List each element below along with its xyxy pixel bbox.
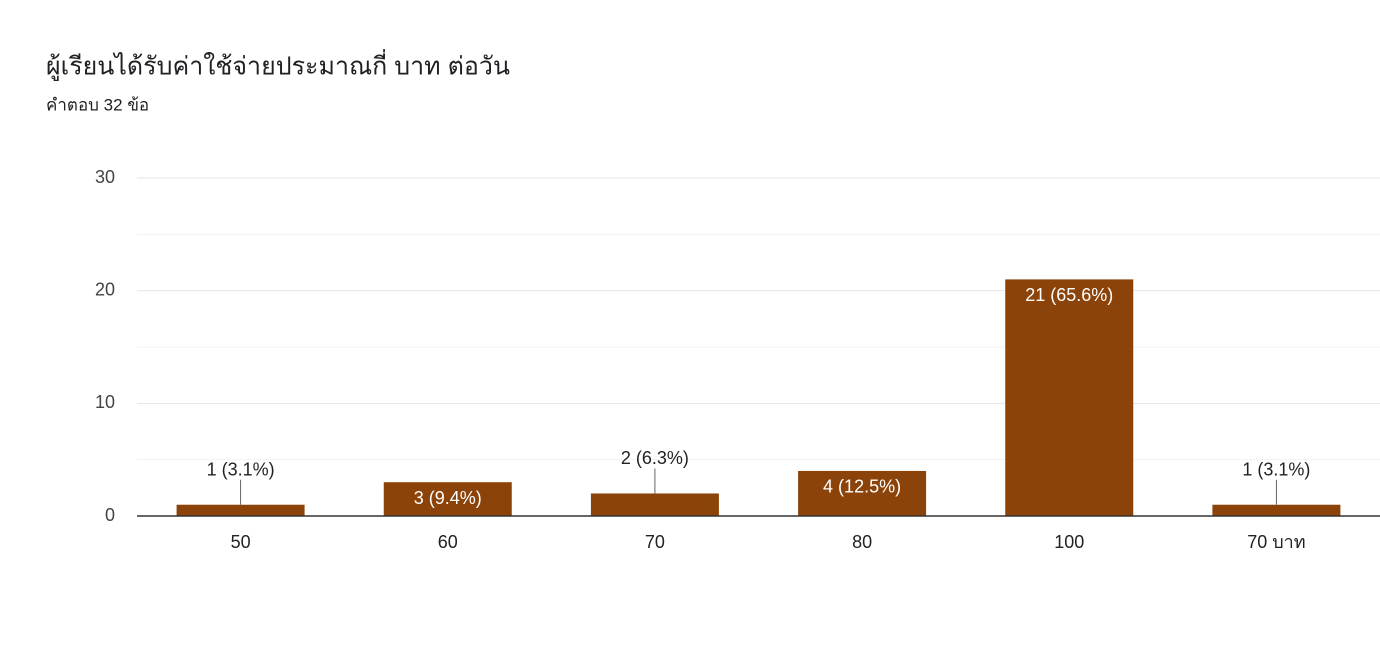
y-tick-label: 30 [95,167,115,187]
y-tick-label: 0 [105,505,115,525]
value-label: 1 (3.1%) [1242,459,1310,479]
x-tick-label: 70 [645,532,665,552]
value-label: 4 (12.5%) [823,477,901,497]
value-label: 21 (65.6%) [1025,285,1113,305]
bar [1212,504,1341,516]
value-label: 2 (6.3%) [621,448,689,468]
chart-title: ผู้เรียนได้รับค่าใช้จ่ายประมาณกี่ บาท ต่… [46,49,510,82]
y-tick-label: 10 [95,392,115,412]
bar [590,493,719,516]
value-label: 1 (3.1%) [207,459,275,479]
chart-subtitle: คำตอบ 32 ข้อ [46,95,149,114]
y-tick-label: 20 [95,279,115,299]
x-tick-label: 80 [852,532,872,552]
x-tick-label: 100 [1054,532,1084,552]
bar [176,504,305,516]
x-tick-label: 50 [231,532,251,552]
value-label: 3 (9.4%) [414,488,482,508]
bar [798,470,927,516]
bar [383,482,512,516]
bar [1005,279,1134,516]
x-tick-label: 70 บาท [1247,532,1305,552]
x-tick-label: 60 [438,532,458,552]
